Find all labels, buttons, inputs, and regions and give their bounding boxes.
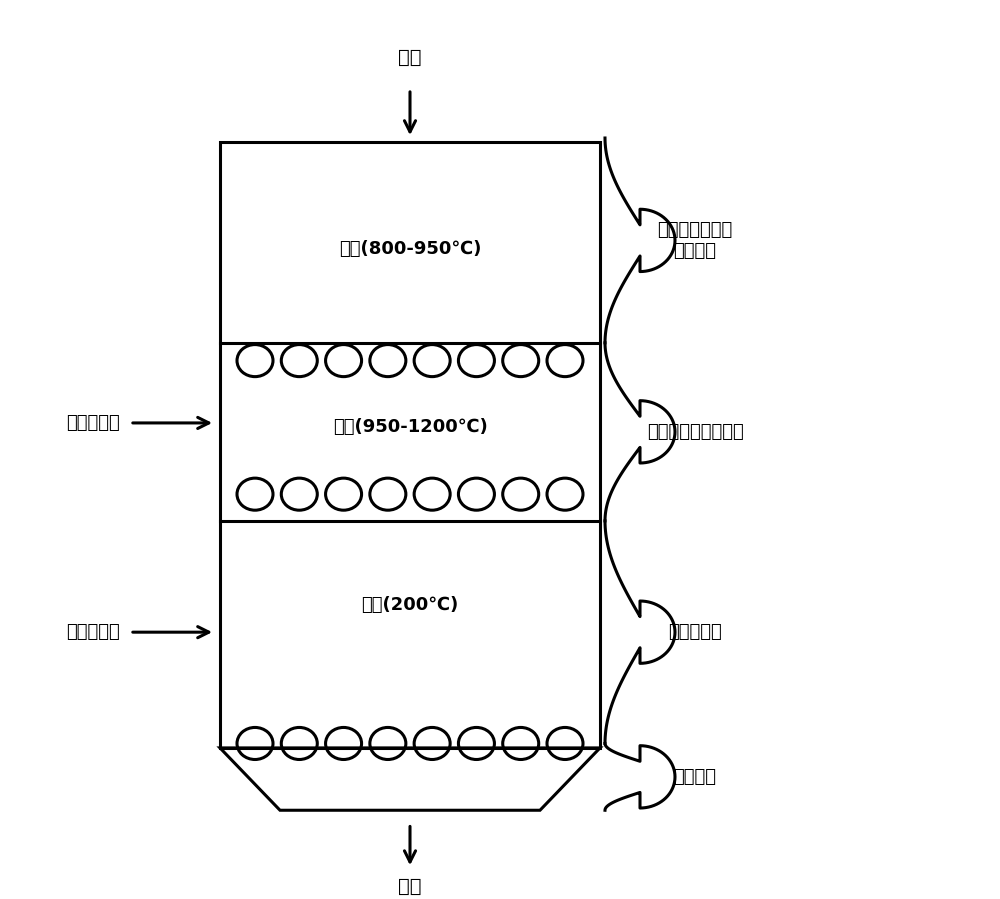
Text: 球团: 球团 xyxy=(398,48,422,67)
Text: 球团焙烧及气基
预还原段: 球团焙烧及气基 预还原段 xyxy=(657,221,733,260)
Text: 冷却气噴咸: 冷却气噴咸 xyxy=(66,623,120,641)
Text: 球团冷却段: 球团冷却段 xyxy=(668,623,722,641)
Text: 温度(950-1200℃): 温度(950-1200℃) xyxy=(333,418,487,436)
Text: 温度(800-950℃): 温度(800-950℃) xyxy=(339,240,481,258)
Text: 球团某机直接还原段: 球团某机直接还原段 xyxy=(647,423,743,441)
Text: 出料装置: 出料装置 xyxy=(674,768,716,786)
Text: 温度(200℃): 温度(200℃) xyxy=(361,596,459,614)
Text: 热还原噴咸: 热还原噴咸 xyxy=(66,414,120,432)
Text: 出料: 出料 xyxy=(398,877,422,896)
